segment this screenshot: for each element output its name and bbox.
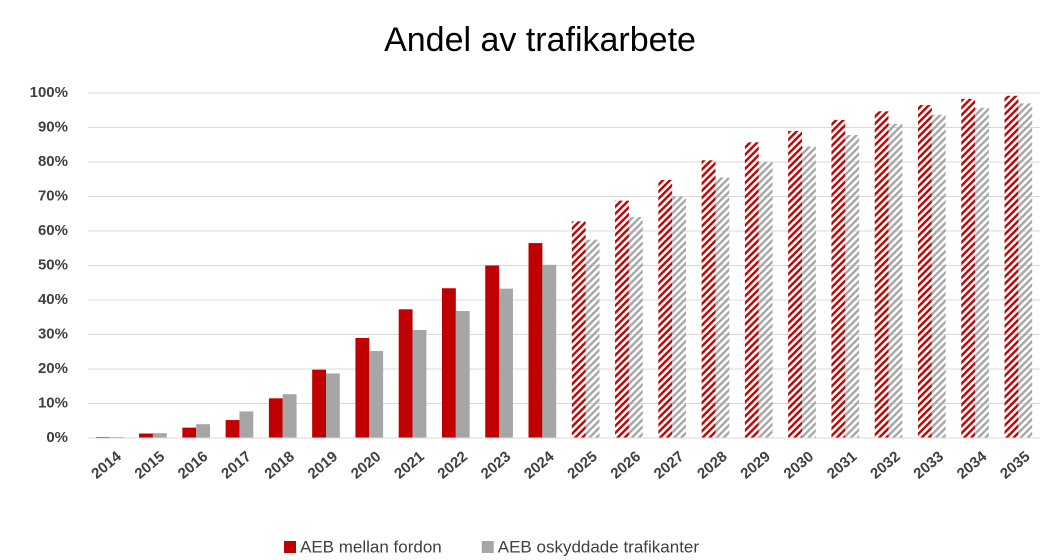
x-tick-label: 2019	[305, 448, 341, 482]
y-tick-label: 90%	[38, 118, 68, 135]
bar	[831, 119, 846, 438]
bar	[499, 288, 513, 438]
x-tick-label: 2024	[521, 448, 558, 483]
y-tick-label: 30%	[38, 325, 68, 342]
bar	[715, 177, 730, 438]
bar	[412, 330, 427, 438]
bar	[455, 311, 470, 438]
bar	[1018, 103, 1033, 438]
x-tick-label: 2023	[478, 448, 514, 482]
bar	[802, 146, 816, 438]
bar	[239, 411, 254, 438]
bar	[788, 130, 802, 438]
chart-title: Andel av trafikarbete	[384, 21, 696, 59]
legend-swatch	[481, 541, 494, 553]
bar	[628, 217, 643, 438]
bar	[615, 200, 629, 438]
y-tick-label: 70%	[38, 187, 68, 204]
bar	[571, 221, 586, 438]
y-tick-label: 80%	[38, 153, 68, 170]
y-tick-label: 10%	[38, 394, 68, 411]
y-tick-label: 20%	[38, 360, 68, 377]
bar	[312, 369, 326, 438]
x-tick-label: 2020	[348, 448, 384, 482]
x-tick-label: 2021	[391, 448, 427, 482]
bar	[182, 427, 197, 438]
x-tick-label: 2030	[781, 448, 817, 482]
x-tick-label: 2035	[997, 448, 1033, 482]
bar	[95, 436, 110, 438]
x-tick-label: 2014	[88, 448, 125, 483]
bar	[528, 243, 543, 438]
bar	[139, 433, 153, 438]
y-tick-label: 40%	[38, 291, 68, 308]
bar	[152, 433, 167, 438]
x-tick-label: 2033	[910, 448, 946, 482]
bar	[225, 420, 240, 438]
bar	[917, 105, 932, 438]
bar	[542, 264, 557, 438]
bar	[196, 424, 211, 438]
bar	[961, 98, 976, 439]
bar	[485, 265, 500, 438]
x-tick-label: 2018	[261, 448, 297, 482]
bar	[845, 135, 860, 438]
bar	[268, 398, 283, 438]
x-tick-label: 2025	[564, 448, 600, 482]
bar	[758, 162, 773, 438]
x-tick-label: 2031	[824, 448, 860, 482]
bar	[658, 179, 673, 438]
bar	[109, 436, 124, 438]
bar	[744, 142, 759, 438]
x-tick-label: 2015	[132, 448, 168, 482]
bar	[398, 309, 413, 438]
bar	[701, 160, 716, 438]
bar	[585, 239, 600, 438]
bar	[888, 124, 903, 439]
x-tick-label: 2017	[218, 448, 254, 482]
x-tick-label: 2028	[694, 448, 730, 482]
bar	[874, 111, 889, 438]
bar	[1004, 95, 1019, 438]
legend-swatch	[284, 541, 296, 553]
bar	[369, 351, 384, 438]
bar	[326, 373, 340, 438]
bar	[931, 114, 946, 439]
bar	[441, 288, 456, 438]
y-tick-label: 60%	[38, 222, 68, 239]
y-tick-label: 100%	[30, 84, 68, 101]
x-tick-label: 2032	[867, 448, 903, 482]
bar	[672, 196, 687, 438]
x-tick-label: 2034	[954, 448, 991, 483]
x-tick-label: 2022	[434, 448, 470, 482]
x-tick-label: 2029	[737, 448, 773, 482]
x-tick-label: 2026	[608, 448, 644, 482]
x-tick-label: 2027	[651, 448, 687, 482]
legend-label: AEB mellan fordon	[300, 537, 442, 556]
y-tick-label: 0%	[46, 429, 68, 446]
legend-label: AEB oskyddade trafikanter	[498, 537, 700, 556]
x-tick-label: 2016	[175, 448, 211, 482]
bar	[282, 394, 297, 438]
bar	[975, 107, 989, 439]
bar	[355, 337, 370, 438]
y-tick-label: 50%	[38, 256, 68, 273]
